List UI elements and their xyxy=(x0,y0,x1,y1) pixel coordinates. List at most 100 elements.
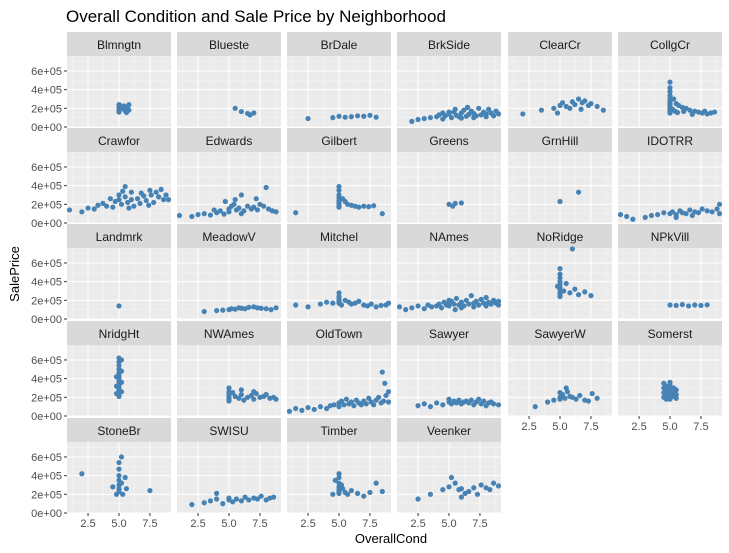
data-point xyxy=(429,304,435,310)
data-point xyxy=(251,396,257,402)
data-point xyxy=(116,303,122,309)
data-point xyxy=(452,200,458,206)
data-point xyxy=(478,296,484,302)
data-point xyxy=(572,101,578,108)
data-point xyxy=(642,214,648,220)
data-point xyxy=(201,500,207,506)
data-point xyxy=(338,302,345,308)
data-point xyxy=(330,115,336,121)
data-point xyxy=(116,197,122,203)
data-point xyxy=(667,88,673,95)
facet-strip-label: OldTown xyxy=(316,327,363,341)
data-point xyxy=(126,107,132,113)
data-point xyxy=(415,303,421,309)
facet-strip xyxy=(618,128,722,152)
data-point xyxy=(466,301,472,307)
data-point xyxy=(85,205,91,211)
data-point xyxy=(311,406,317,413)
chart-title: Overall Condition and Sale Price by Neig… xyxy=(66,7,446,26)
data-point xyxy=(588,293,594,299)
data-point xyxy=(148,192,154,198)
data-point xyxy=(451,301,457,307)
y-tick-label: 4e+05 xyxy=(31,374,62,386)
data-point xyxy=(263,391,269,398)
data-point xyxy=(382,380,388,386)
x-tick-label: 5.0 xyxy=(552,421,567,433)
y-axis-title: SalePrice xyxy=(7,246,22,302)
data-point xyxy=(293,302,299,308)
facet-grnhill: GrnHill xyxy=(508,128,612,224)
facet-strip xyxy=(508,128,612,152)
data-point xyxy=(378,302,384,309)
data-point xyxy=(238,211,244,217)
data-point xyxy=(458,494,464,500)
data-point xyxy=(143,197,149,204)
data-point xyxy=(572,286,578,292)
data-point xyxy=(575,292,582,298)
data-point xyxy=(248,392,254,399)
facet-meadowv: MeadowV xyxy=(177,224,281,320)
data-point xyxy=(478,482,484,488)
facet-strip xyxy=(67,128,171,152)
data-point xyxy=(226,495,232,501)
data-point xyxy=(331,402,337,408)
data-point xyxy=(113,374,120,380)
facet-somerst: Somerst 2.5 5.0 7.5 xyxy=(618,321,722,433)
data-point xyxy=(147,487,153,494)
data-point xyxy=(110,204,116,210)
data-point xyxy=(332,477,338,483)
y-tick-label: 6e+05 xyxy=(31,452,62,464)
data-point xyxy=(158,186,164,192)
data-point xyxy=(446,303,452,309)
data-point xyxy=(567,105,573,111)
data-point xyxy=(471,304,477,310)
data-point xyxy=(116,362,122,369)
facet-strip-label: Greens xyxy=(429,134,468,148)
data-point xyxy=(563,280,569,287)
data-point xyxy=(473,298,479,304)
data-point xyxy=(358,402,364,408)
data-point xyxy=(120,491,126,497)
y-tick-label: 2e+05 xyxy=(31,199,62,211)
data-point xyxy=(236,395,242,401)
data-point xyxy=(490,401,497,407)
facet-strip xyxy=(67,32,171,56)
facet-strip-label: Somerst xyxy=(648,327,693,341)
data-point xyxy=(440,110,446,116)
facet-edwards: Edwards xyxy=(176,128,281,224)
y-tick-label: 0e+00 xyxy=(31,411,62,423)
data-point xyxy=(131,203,137,209)
data-point xyxy=(674,109,681,116)
data-point xyxy=(446,109,452,115)
facet-strip xyxy=(397,128,501,152)
data-point xyxy=(624,213,630,220)
data-point xyxy=(207,212,214,218)
data-point xyxy=(324,405,330,412)
facet-strip-label: Crawfor xyxy=(98,134,140,148)
data-point xyxy=(361,203,367,209)
data-point xyxy=(466,488,472,495)
data-point xyxy=(361,113,367,119)
data-point xyxy=(679,301,685,308)
facet-strip xyxy=(287,418,391,442)
data-point xyxy=(575,96,582,102)
data-point xyxy=(342,114,348,120)
data-point xyxy=(138,190,144,196)
data-point xyxy=(569,246,575,252)
data-point xyxy=(273,305,279,311)
data-point xyxy=(585,398,592,404)
facet-strip-label: NridgHt xyxy=(99,327,140,341)
facet-oldtown: OldTown xyxy=(286,321,392,417)
facet-strip-label: Blueste xyxy=(209,38,249,52)
data-point xyxy=(557,198,563,205)
data-point xyxy=(440,487,446,493)
data-point xyxy=(118,201,125,207)
data-point xyxy=(458,486,464,492)
data-point xyxy=(532,404,538,410)
data-point xyxy=(561,288,567,294)
data-point xyxy=(317,404,324,410)
data-point xyxy=(716,211,723,217)
facet-strip xyxy=(397,32,501,56)
data-point xyxy=(361,493,367,499)
data-point xyxy=(661,210,667,216)
